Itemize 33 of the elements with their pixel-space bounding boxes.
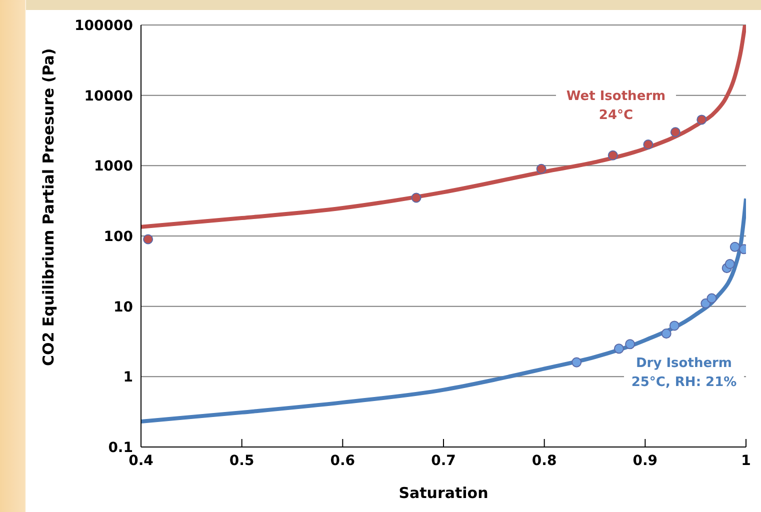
y-tick-label: 1 [123, 370, 133, 386]
point [669, 320, 680, 331]
y-axis-title: CO2 Equilibrium Partial Preesure (Pa) [39, 48, 58, 366]
line-series [141, 25, 746, 229]
point [411, 192, 422, 203]
point [661, 328, 672, 339]
point [696, 114, 707, 125]
line-series [141, 196, 746, 424]
x-tick-label: 0.5 [229, 452, 254, 469]
point [143, 234, 154, 244]
annotation: Wet Isotherm 24°C [556, 87, 676, 125]
point [536, 164, 546, 174]
y-tick-label: 10000 [84, 88, 134, 104]
y-tick-label: 10 [114, 299, 134, 316]
point [706, 293, 717, 304]
point [643, 139, 654, 150]
point [670, 127, 680, 138]
x-tick-label: 0.9 [632, 452, 658, 469]
x-tick-label: 0.7 [431, 452, 456, 469]
point [572, 357, 582, 368]
annotation: Dry Isotherm 25°C, RH: 21% [624, 354, 744, 392]
y-tick-label: 100 [104, 228, 134, 245]
point [625, 339, 636, 350]
y-tick-label: 100000 [74, 18, 134, 34]
point [724, 258, 735, 269]
point [614, 344, 624, 354]
y-tick-label: 1000 [94, 158, 134, 175]
x-tick-label: 0.6 [330, 452, 356, 469]
x-axis-title: Saturation [398, 484, 488, 502]
x-tick-label: 1 [741, 452, 751, 469]
point [730, 242, 740, 252]
point [608, 150, 618, 160]
x-tick-label: 0.8 [532, 452, 557, 469]
